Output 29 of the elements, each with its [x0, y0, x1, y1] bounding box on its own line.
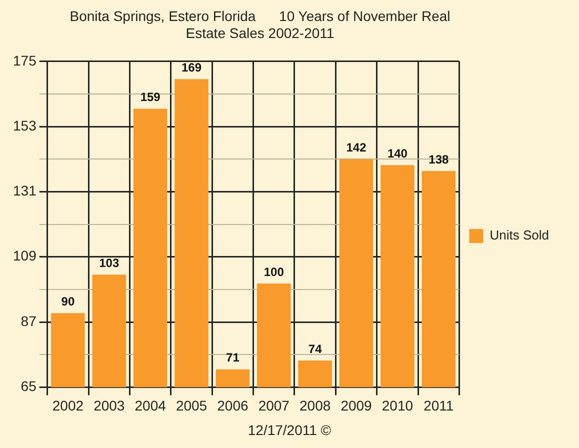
- y-tick-label: 65: [20, 378, 37, 394]
- x-tick-label: 2003: [94, 397, 125, 414]
- data-label: 100: [264, 264, 284, 279]
- data-label: 159: [140, 90, 161, 104]
- x-tick-label: 2005: [176, 397, 208, 414]
- data-label: 140: [387, 146, 408, 160]
- x-tick-label: 2007: [258, 397, 290, 414]
- text: 12/17/2011 ©: [246, 422, 332, 438]
- x-tick-label: 2004: [134, 397, 166, 414]
- x-tick-label: 2011: [424, 397, 454, 414]
- x-tick-label: 2006: [217, 397, 248, 414]
- x-tick-label: 2008: [300, 397, 331, 414]
- y-tick-label: 153: [13, 117, 37, 134]
- data-label: 90: [61, 294, 75, 308]
- data-label: 169: [182, 60, 202, 74]
- data-label: 142: [346, 140, 367, 154]
- x-tick-label: 2009: [340, 397, 372, 414]
- data-label: 71: [226, 350, 240, 365]
- x-tick-label: 2002: [52, 397, 84, 414]
- data-label: 138: [428, 152, 449, 166]
- y-tick-label: 131: [13, 182, 37, 199]
- y-tick-label: 175: [13, 52, 37, 68]
- data-label: 74: [308, 342, 322, 356]
- y-tick-label: 87: [20, 312, 37, 329]
- legend-label: Units Sold: [490, 228, 549, 243]
- y-tick-label: 109: [13, 248, 37, 264]
- data-label: 103: [99, 256, 120, 270]
- x-tick-label: 2010: [382, 397, 414, 414]
- chart-title: Bonita Springs, Estero Florida 10 Years of November Real Estate Sales 2002-2011: [68, 8, 452, 42]
